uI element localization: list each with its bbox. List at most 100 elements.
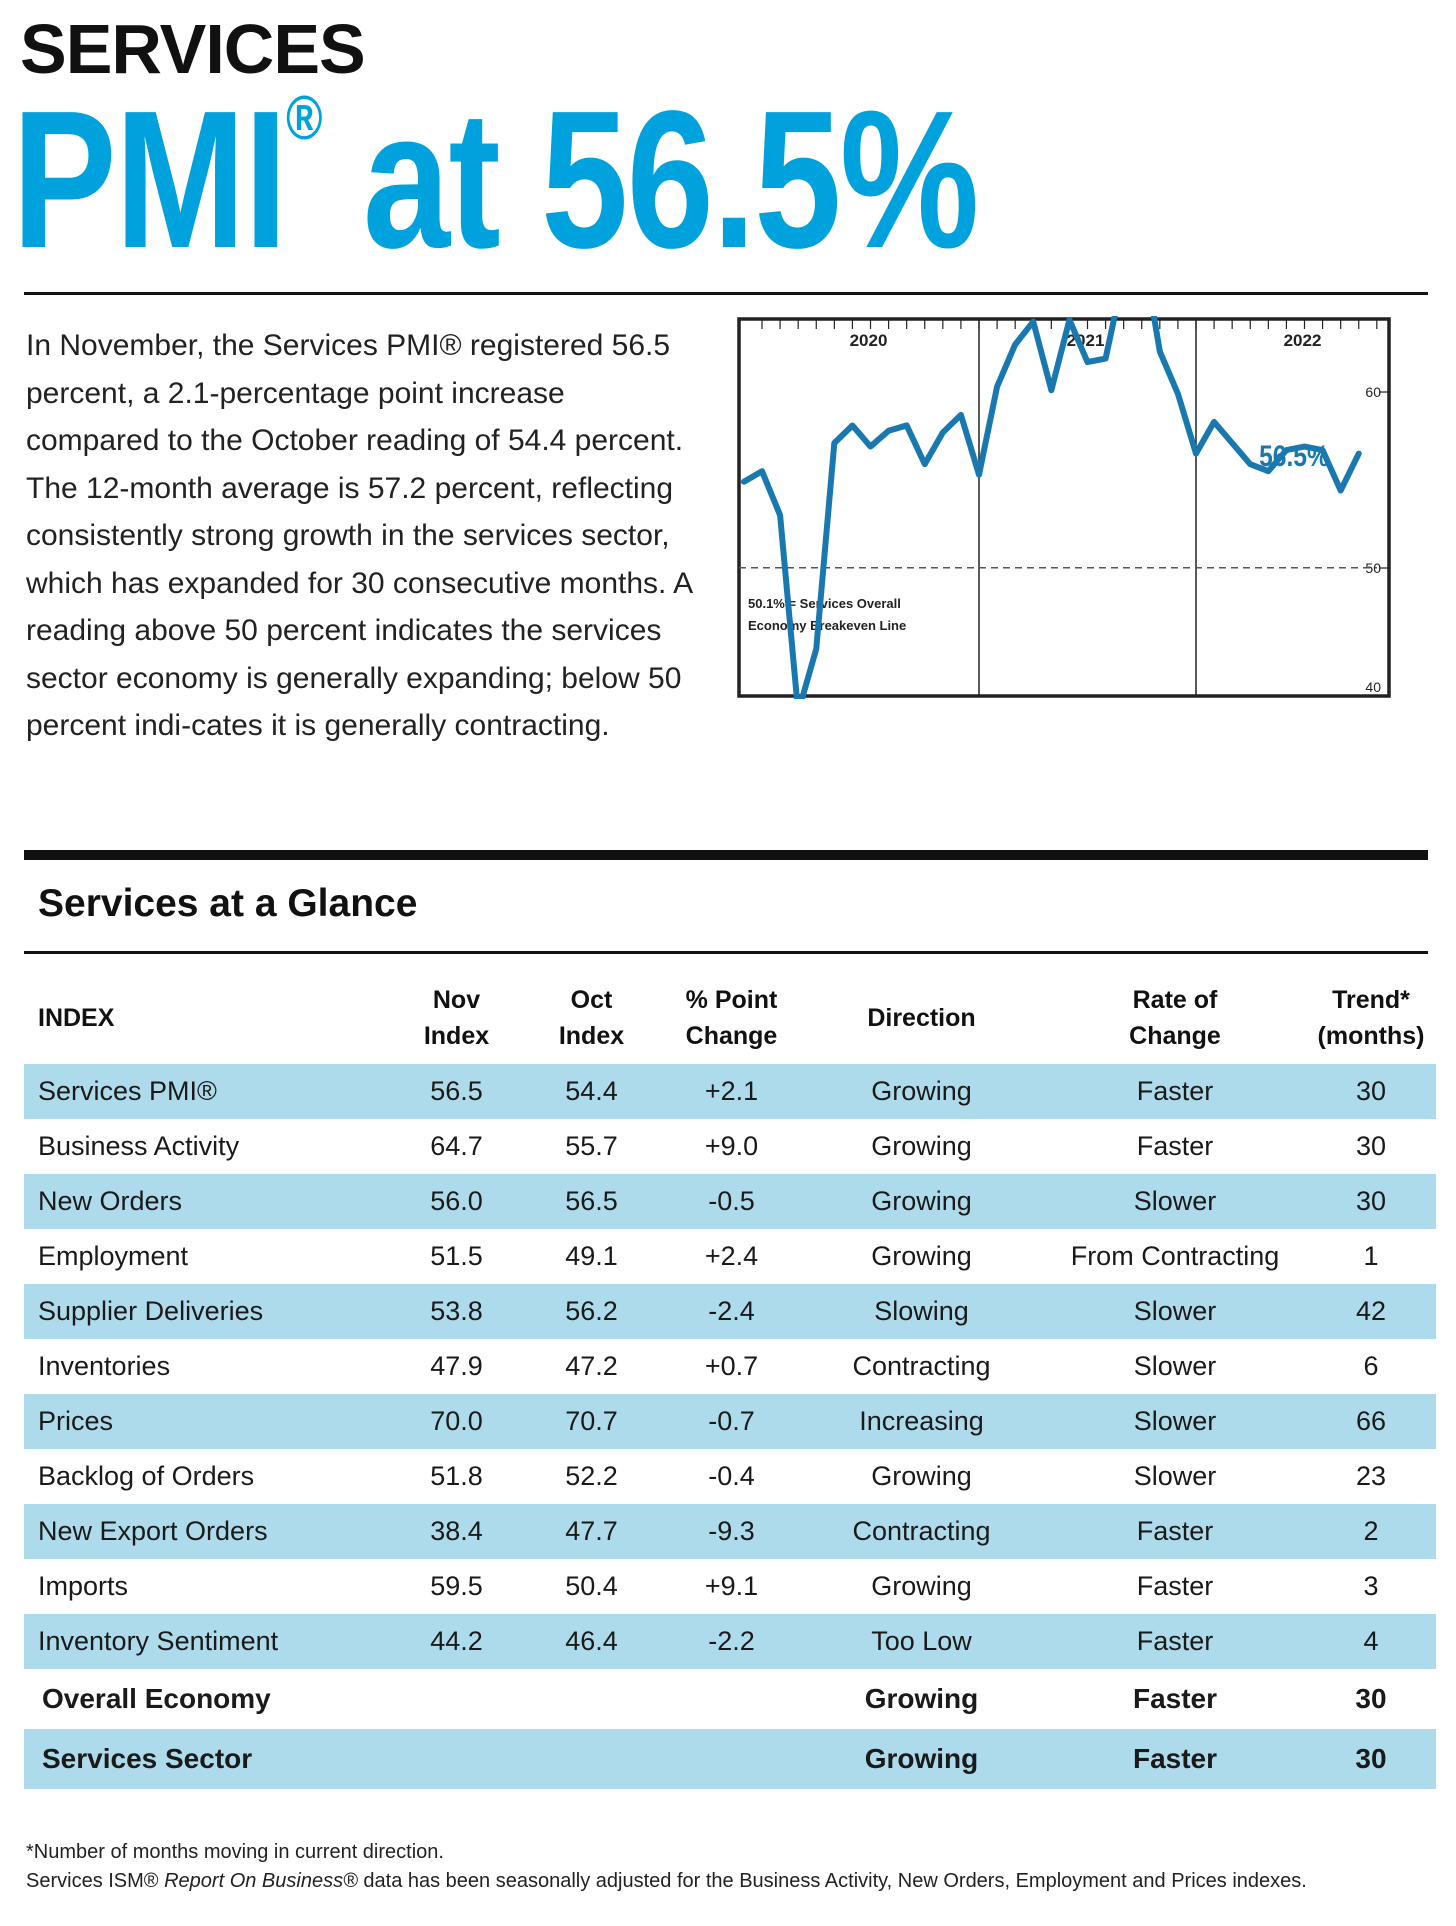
table-cell: New Export Orders — [24, 1504, 394, 1559]
table-cell: 50.4 — [565, 1571, 618, 1601]
table-cell: 49.1 — [565, 1241, 618, 1271]
table-cell: Services Sector — [24, 1729, 394, 1789]
y-tick-label: 50 — [1365, 560, 1381, 576]
table-cell: 56.0 — [394, 1174, 519, 1229]
table-cell: 66 — [1306, 1394, 1436, 1449]
latest-value-callout: 56.5% — [1259, 439, 1329, 473]
header-line: Oct — [570, 986, 613, 1014]
table-cell: Growing — [799, 1064, 1044, 1119]
table-row: Prices 70.0 70.7 -0.7 Increasing Slower 66 — [24, 1394, 1436, 1449]
headline: PMI® at 56.5% — [12, 82, 979, 278]
table-cell: From Contracting — [1070, 1241, 1280, 1271]
kicker-title: SERVICES — [20, 10, 366, 88]
breakeven-label-2: Economy Breakeven Line — [748, 618, 906, 633]
intro-paragraph: In November, the Services PMI® registere… — [26, 329, 692, 742]
y-tick-label: 40 — [1365, 679, 1381, 695]
table-cell: +9.0 — [704, 1131, 759, 1161]
table-cell: 38.4 — [394, 1504, 519, 1559]
table-cell: Slower — [1133, 1351, 1217, 1381]
headline-rest: at 56.5% — [320, 70, 979, 289]
table-cell: Inventories — [38, 1351, 171, 1381]
table-cell: Inventory Sentiment — [24, 1614, 394, 1669]
table-cell: Growing — [799, 1174, 1044, 1229]
table-cell — [519, 1729, 664, 1789]
table-cell: 52.2 — [565, 1461, 618, 1491]
table-cell: 56.5 — [394, 1064, 519, 1119]
footnote: *Number of months moving in current dire… — [26, 1838, 1307, 1896]
footnote-seasonal: Services ISM® Report On Business® data h… — [26, 1867, 1307, 1896]
table-cell: +0.7 — [704, 1351, 759, 1381]
table-row: Supplier Deliveries 53.8 56.2 -2.4 Slowing Sl… — [24, 1284, 1436, 1339]
header-line: Nov — [432, 986, 481, 1014]
header-cell-0: INDEX — [24, 972, 394, 1064]
table-cell: 59.5 — [430, 1571, 483, 1601]
footnote-trend: *Number of months moving in current dire… — [26, 1841, 444, 1863]
table-cell: -9.3 — [664, 1504, 799, 1559]
table-cell: Growing — [871, 1571, 972, 1601]
table-cell: Business Activity — [38, 1131, 240, 1161]
table-cell: Slower — [1044, 1394, 1306, 1449]
table-row: New Export Orders 38.4 47.7 -9.3 Contracting… — [24, 1504, 1436, 1559]
table-cell: 54.4 — [519, 1064, 664, 1119]
table-cell: Backlog of Orders — [38, 1461, 255, 1491]
header-line: Index — [423, 1022, 490, 1050]
table-cell: Faster — [1136, 1131, 1214, 1161]
table-row: Services PMI® 56.5 54.4 +2.1 Growing Faster 30 — [24, 1064, 1436, 1119]
table-cell: Employment — [38, 1241, 189, 1271]
table-cell: -2.4 — [664, 1284, 799, 1339]
year-label: 2020 — [850, 331, 888, 350]
table-row: Inventory Sentiment 44.2 46.4 -2.2 Too Low Fa… — [24, 1614, 1436, 1669]
table-cell: 23 — [1355, 1461, 1387, 1491]
table-cell: Growing — [864, 1683, 979, 1714]
chart-frame — [737, 317, 1391, 698]
table-cell: 53.8 — [394, 1284, 519, 1339]
table-cell — [394, 1669, 519, 1729]
table-cell: Contracting — [799, 1504, 1044, 1559]
header-cell-6: Trend* (months) — [1306, 972, 1436, 1064]
table-cell: Slowing — [799, 1284, 1044, 1339]
table-row: Overall Economy Growing Faster 30 — [24, 1669, 1436, 1729]
table-cell: Growing — [871, 1461, 972, 1491]
table-cell: 51.5 — [430, 1241, 483, 1271]
table-cell: -2.2 — [664, 1614, 799, 1669]
table-cell: +2.1 — [664, 1064, 799, 1119]
table-cell: 55.7 — [565, 1131, 618, 1161]
table-cell: 1 — [1363, 1241, 1379, 1271]
table-cell: +2.4 — [704, 1241, 759, 1271]
table-cell: Faster — [1044, 1064, 1306, 1119]
table-cell — [519, 1669, 664, 1729]
year-label: 2022 — [1284, 331, 1322, 350]
table-cell: Growing — [871, 1131, 972, 1161]
section-divider — [24, 850, 1428, 860]
breakeven-label-1: 50.1% = Services Overall — [748, 596, 901, 611]
table-cell: 30 — [1306, 1174, 1436, 1229]
table-cell: 30 — [1306, 1064, 1436, 1119]
header-line: % Point — [685, 986, 778, 1014]
top-divider — [24, 292, 1428, 295]
table-cell: 30 — [1355, 1131, 1387, 1161]
footnote-seasonal-a: Services ISM® — [26, 1870, 165, 1892]
header-line: INDEX — [38, 1004, 115, 1032]
table-cell — [664, 1669, 799, 1729]
table-cell: 44.2 — [394, 1614, 519, 1669]
header-line: Change — [1129, 1022, 1221, 1050]
header-cell-5: Rate of Change — [1044, 972, 1306, 1064]
table-cell: Faster — [1132, 1683, 1218, 1714]
header-line: Change — [685, 1022, 778, 1050]
table-cell — [664, 1729, 799, 1789]
table-cell: 6 — [1363, 1351, 1379, 1381]
table-header-row: INDEX Nov Index Oct Index % Point Change Direct… — [24, 972, 1436, 1064]
header-line: Index — [558, 1022, 625, 1050]
table-cell: Faster — [1044, 1614, 1306, 1669]
registered-mark: ® — [285, 84, 323, 153]
header-line: (months) — [1317, 1022, 1425, 1050]
headline-main: PMI — [12, 70, 288, 289]
table-cell: -0.5 — [664, 1174, 799, 1229]
table-row: New Orders 56.0 56.5 -0.5 Growing Slower 30 — [24, 1174, 1436, 1229]
table-cell: 46.4 — [519, 1614, 664, 1669]
table-row: Business Activity 64.7 55.7 +9.0 Growing Fast… — [24, 1119, 1436, 1174]
table-cell: Imports — [38, 1571, 129, 1601]
table-cell: +9.1 — [704, 1571, 759, 1601]
table-cell: 51.8 — [430, 1461, 483, 1491]
table-cell: Faster — [1044, 1729, 1306, 1789]
